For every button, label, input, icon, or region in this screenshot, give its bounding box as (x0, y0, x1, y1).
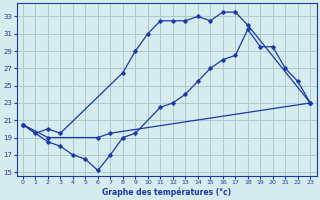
X-axis label: Graphe des températures (°c): Graphe des températures (°c) (102, 187, 231, 197)
